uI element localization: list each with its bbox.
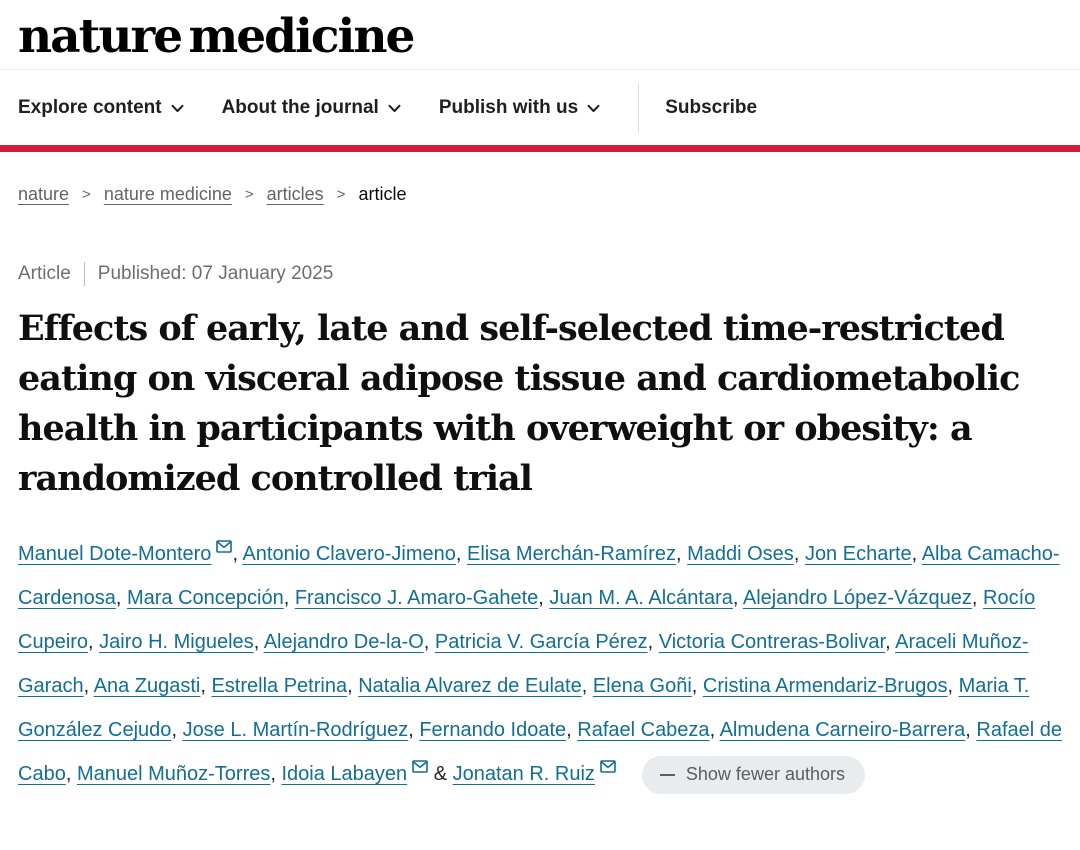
author-link[interactable]: Ana Zugasti (93, 675, 201, 697)
nav-divider (638, 83, 640, 132)
author-separator: , (675, 543, 688, 565)
author-link[interactable]: Antonio Clavero-Jimeno (242, 543, 456, 565)
author-link[interactable]: Jon Echarte (804, 543, 912, 565)
author-link[interactable]: Juan M. A. Alcántara (549, 587, 733, 609)
author-separator: , (732, 587, 743, 609)
published-date: Published: 07 January 2025 (97, 263, 334, 284)
author-link[interactable]: Alba Camacho-Cardenosa (18, 543, 1060, 609)
author-separator: , (581, 675, 593, 697)
show-fewer-authors-button[interactable]: Show fewer authors (641, 755, 865, 794)
chevron-down-icon (388, 104, 401, 113)
chevron-down-icon (587, 104, 600, 113)
author-separator: , (65, 763, 77, 785)
author-link[interactable]: Manuel Muñoz-Torres (76, 763, 271, 785)
email-icon[interactable] (412, 760, 428, 773)
nav-label: Publish with us (438, 96, 579, 118)
author-link[interactable]: Almudena Carneiro-Barrera (719, 719, 966, 741)
author-separator: , (538, 587, 550, 609)
email-icon[interactable] (600, 760, 616, 773)
nav-label: Explore content (18, 96, 162, 118)
main-nav: Explore content About the journal Publis… (0, 70, 1080, 145)
authors-paragraph: Manuel Dote-Montero, Antonio Clavero-Jim… (18, 532, 1062, 796)
author-separator: , (911, 543, 922, 565)
minus-icon (659, 773, 675, 776)
journal-logo[interactable]: nature medicine (18, 9, 415, 64)
author-separator: , (793, 543, 805, 565)
author-link[interactable]: Manuel Dote-Montero (18, 543, 212, 565)
author-link[interactable]: Rafael Cabeza (577, 719, 710, 741)
logo-bar: nature medicine (0, 0, 1080, 70)
author-separator: , (253, 631, 264, 653)
author-separator: , (885, 631, 896, 653)
author-link[interactable]: Fernando Idoate (419, 719, 567, 741)
author-separator: , (171, 719, 183, 741)
author-link[interactable]: Natalia Alvarez de Eulate (358, 675, 582, 697)
author-link[interactable]: Jose L. Martín-Rodríguez (182, 719, 409, 741)
author-separator: , (423, 631, 435, 653)
author-link[interactable]: Maddi Oses (687, 543, 794, 565)
author-link[interactable]: Estrella Petrina (211, 675, 348, 697)
author-separator: , (88, 631, 100, 653)
brand-accent-bar (0, 145, 1080, 152)
author-separator: , (947, 675, 959, 697)
author-separator: , (232, 543, 243, 565)
author-separator: , (283, 587, 295, 609)
nav-explore-content[interactable]: Explore content (18, 97, 184, 119)
author-link[interactable]: Rafael de Cabo (18, 719, 1062, 785)
chevron-right-icon: > (82, 185, 91, 203)
author-separator: , (965, 719, 977, 741)
author-link[interactable]: Elena Goñi (592, 675, 692, 697)
nav-publish-with-us[interactable]: Publish with us (439, 97, 600, 119)
author-link[interactable]: Francisco J. Amaro-Gahete (294, 587, 539, 609)
author-separator: , (270, 763, 282, 785)
author-link[interactable]: Patricia V. García Pérez (434, 631, 648, 653)
author-list: Manuel Dote-Montero, Antonio Clavero-Jim… (18, 540, 1062, 785)
nav-label: Subscribe (665, 96, 758, 118)
chevron-right-icon: > (336, 185, 346, 203)
show-fewer-label: Show fewer authors (685, 763, 845, 784)
author-separator: , (115, 587, 127, 609)
nav-label: About the journal (221, 96, 379, 118)
author-link[interactable]: Jairo H. Migueles (99, 631, 254, 653)
site-header: nature medicine Explore content About th… (0, 0, 1080, 152)
nav-about-the-journal[interactable]: About the journal (222, 97, 401, 119)
author-link[interactable]: Rocío Cupeiro (18, 587, 1036, 653)
author-separator: & (428, 763, 453, 785)
author-link[interactable]: Mara Concepción (126, 587, 284, 609)
article-title: Effects of early, late and self-selected… (18, 308, 1020, 499)
chevron-down-icon (171, 104, 184, 113)
author-link[interactable]: Idoia Labayen (281, 763, 408, 785)
meta-divider (83, 262, 85, 286)
author-separator: , (566, 719, 578, 741)
author-separator: , (347, 675, 359, 697)
author-link[interactable]: Elisa Merchán-Ramírez (467, 543, 676, 565)
article-page: nature > nature medicine > articles > ar… (0, 183, 1080, 796)
author-separator: , (691, 675, 703, 697)
author-link[interactable]: Jonatan R. Ruiz (452, 763, 595, 785)
breadcrumb-nature[interactable]: nature (18, 183, 70, 204)
article-type-label: Article (18, 263, 71, 284)
breadcrumb-articles[interactable]: articles (266, 183, 324, 204)
author-link[interactable]: Araceli Muñoz-Garach (18, 631, 1029, 697)
author-separator: , (408, 719, 420, 741)
author-separator: , (83, 675, 94, 697)
author-link[interactable]: Cristina Armendariz-Brugos (702, 675, 948, 697)
author-link[interactable]: Alejandro De-la-O (263, 631, 424, 653)
breadcrumb-current-article: article (358, 183, 407, 204)
author-separator: , (709, 719, 720, 741)
author-separator: , (200, 675, 212, 697)
author-link[interactable]: Alejandro López-Vázquez (742, 587, 972, 609)
nav-subscribe[interactable]: Subscribe (665, 97, 757, 119)
author-separator: , (647, 631, 659, 653)
email-icon[interactable] (216, 540, 233, 553)
article-meta: Article Published: 07 January 2025 (18, 262, 1080, 286)
breadcrumb: nature > nature medicine > articles > ar… (18, 183, 1080, 205)
breadcrumb-nature-medicine[interactable]: nature medicine (103, 183, 232, 204)
author-separator: , (455, 543, 468, 565)
author-link[interactable]: Maria T. González Cejudo (18, 675, 1030, 741)
author-link[interactable]: Victoria Contreras-Bolivar (658, 631, 886, 653)
author-separator: , (971, 587, 984, 609)
chevron-right-icon: > (244, 185, 254, 203)
